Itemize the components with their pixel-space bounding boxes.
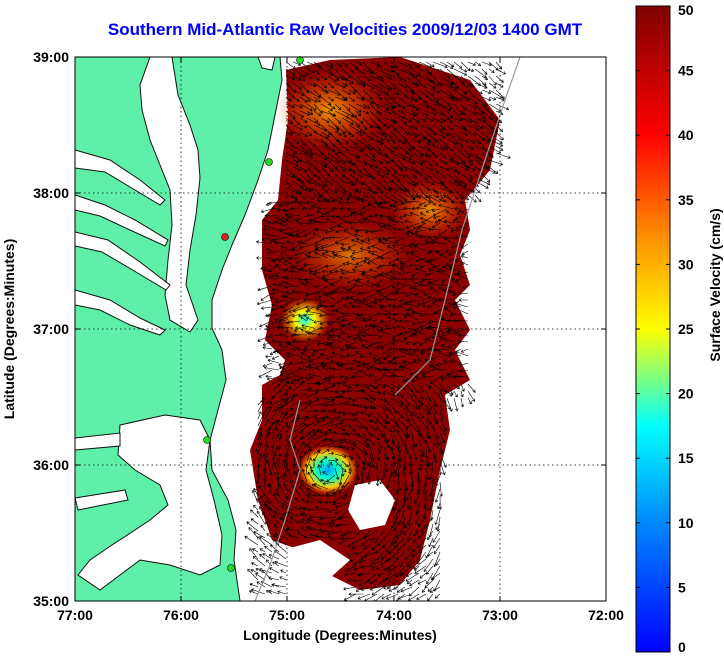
lon-tick-label: 74:00: [376, 607, 412, 623]
colorbar-tick-label: 50: [678, 2, 694, 18]
lon-tick-label: 72:00: [588, 607, 624, 623]
station-marker: [227, 564, 235, 572]
map-title: Southern Mid-Atlantic Raw Velocities 200…: [107, 20, 583, 39]
colorbar-label: Surface Velocity (cm/s): [707, 208, 723, 361]
colorbar-tick-label: 35: [678, 192, 694, 208]
tributaries: [75, 149, 171, 336]
vector-arrows: [244, 61, 511, 601]
nc-rivers: [75, 432, 129, 511]
colorbar-tick-label: 0: [678, 639, 686, 655]
lat-tick-label: 38:00: [33, 185, 69, 201]
latitude-tick-labels: 39:00 38:00 37:00 36:00 35:00: [33, 49, 69, 609]
lat-tick-label: 36:00: [33, 457, 69, 473]
lon-tick-label: 77:00: [57, 607, 93, 623]
longitude-tick-labels: 77:00 76:00 75:00 74:00 73:00 72:00: [57, 607, 624, 623]
lon-tick-label: 73:00: [482, 607, 518, 623]
chesapeake-bay: [139, 57, 201, 333]
colorbar-tick-label: 10: [678, 515, 694, 531]
albemarle-pamlico-sound: [77, 414, 223, 591]
station-markers: [203, 56, 304, 572]
velocity-vectors: [244, 61, 511, 601]
map-grid: [75, 57, 606, 601]
lon-tick-label: 76:00: [163, 607, 199, 623]
colorbar-tick-label: 25: [678, 321, 694, 337]
colorbar-tick-label: 20: [678, 386, 694, 402]
colorbar-tick-label: 15: [678, 450, 694, 466]
x-axis-label: Longitude (Degrees:Minutes): [243, 627, 437, 643]
lat-tick-label: 39:00: [33, 49, 69, 65]
delaware-bay: [257, 57, 276, 71]
colorbar-tick-label: 45: [678, 63, 694, 79]
lat-tick-label: 37:00: [33, 321, 69, 337]
station-marker: [221, 233, 229, 241]
station-marker: [296, 56, 304, 64]
lon-tick-label: 75:00: [269, 607, 305, 623]
colorbar: [635, 5, 671, 653]
lat-tick-label: 35:00: [33, 593, 69, 609]
station-marker: [265, 158, 273, 166]
station-marker: [203, 436, 211, 444]
axis-ticks: [75, 57, 606, 601]
colorbar-tick-label: 5: [678, 579, 686, 595]
bathymetry-contours: [254, 57, 521, 601]
colorbar-tick-label: 30: [678, 256, 694, 272]
colorbar-tick-label: 40: [678, 127, 694, 143]
y-axis-label: Latitude (Degrees:Minutes): [1, 239, 17, 419]
